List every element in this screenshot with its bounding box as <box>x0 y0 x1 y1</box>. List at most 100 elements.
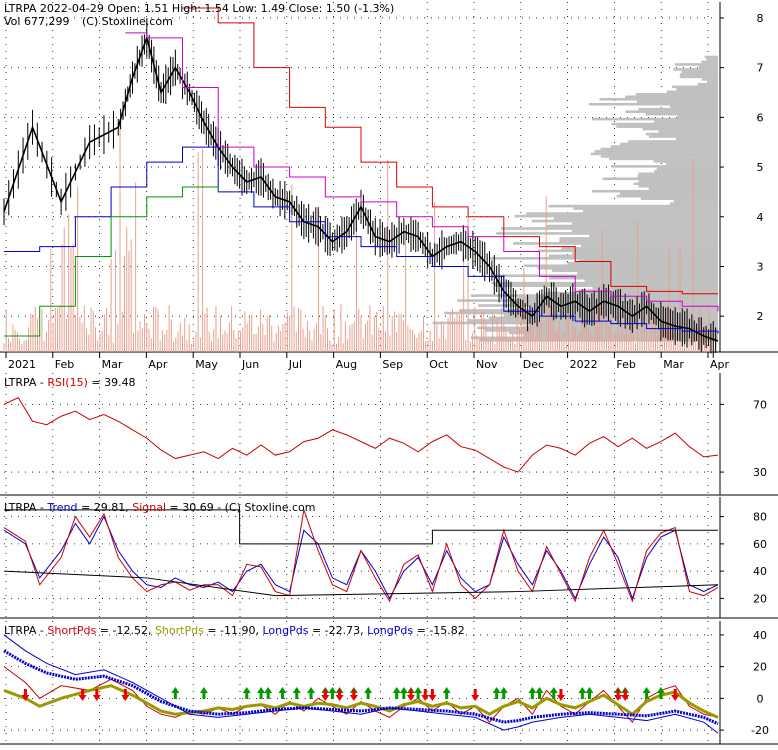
volume-profile-bar <box>648 135 718 138</box>
volume-profile-bar <box>588 102 718 106</box>
y-tick-pds: 0 <box>757 692 764 705</box>
volume-profile-bar <box>537 266 718 270</box>
x-tick-label: Oct <box>429 358 449 371</box>
volume-profile-bar <box>674 63 718 66</box>
volume-profile-bar <box>610 145 718 148</box>
volume-profile-bar <box>548 254 718 258</box>
volume-profile-bar <box>572 252 718 255</box>
volume-profile-bar <box>457 299 718 302</box>
volume-profile-bar <box>526 212 718 215</box>
buy-arrow-icon <box>328 687 337 699</box>
volume-profile-bar <box>638 172 718 176</box>
volume-profile-bar <box>672 85 718 89</box>
sell-arrow-icon <box>428 689 437 701</box>
series-layer <box>3 7 719 734</box>
x-tick-label: Feb <box>55 358 74 371</box>
buy-arrow-icon <box>242 687 251 699</box>
buy-arrow-icon <box>585 687 594 699</box>
trend-line-1 <box>3 509 719 603</box>
price-header: LTRPA 2022-04-29 Open: 1.51 High: 1.54 L… <box>4 2 394 15</box>
price-series-ma_red <box>182 7 718 295</box>
buy-arrow-icon <box>292 687 301 699</box>
volume-profile-bar <box>484 329 718 332</box>
price-series-ma_magenta <box>125 32 719 312</box>
volume-profile-bar <box>546 224 718 228</box>
volume-label: Vol 677,299 <box>4 15 69 28</box>
pds-line-0 <box>3 666 719 723</box>
volume-profile-bar <box>508 331 718 335</box>
volume-profile-bar <box>559 239 718 243</box>
y-tick-rsi: 70 <box>753 398 767 411</box>
sell-arrow-icon <box>121 689 130 701</box>
copyright-label: (C) Stoxline.com <box>82 15 173 28</box>
volume-profile-bar <box>602 177 718 181</box>
volume-profile-bar <box>628 140 718 143</box>
rsi-label: RSI(15) <box>47 376 87 389</box>
volume-profile-bar <box>701 60 718 64</box>
sell-arrow-icon <box>471 689 480 701</box>
x-tick-label: Jun <box>241 358 259 371</box>
volume-profile-bar <box>616 194 718 198</box>
volume-profile-bar <box>636 100 718 104</box>
sell-arrow-icon <box>78 689 87 701</box>
volume-profile-bar <box>633 182 718 186</box>
y-tick-price: 6 <box>757 111 764 124</box>
volume-profile-bar <box>616 125 718 128</box>
buy-arrow-icon <box>414 687 423 699</box>
x-tick-label: Nov <box>476 358 498 371</box>
buy-arrow-icon <box>399 687 408 699</box>
volume-profile-bar <box>669 105 718 109</box>
buy-arrow-icon <box>535 687 544 699</box>
volume-profile-bar <box>470 336 718 340</box>
sell-arrow-icon <box>406 689 415 701</box>
arrow-layer <box>21 687 680 701</box>
volume-profile-bar <box>531 219 718 223</box>
volume-profile-bar <box>625 110 718 113</box>
volume-profile-bar <box>509 301 718 305</box>
volume-profile-bar <box>589 234 718 238</box>
buy-arrow-icon <box>364 687 373 699</box>
x-tick-label: Aug <box>336 358 357 371</box>
y-tick-trend: 40 <box>753 565 767 578</box>
buy-arrow-icon <box>642 687 651 699</box>
volume-profile-bar <box>648 187 718 191</box>
axis-layer: 2 3 4 5 6 7 8 30 70 20 40 60 80 -20 0 20 40 2021 Feb Mar Apr… <box>5 12 769 737</box>
volume-profile-bar <box>528 324 718 327</box>
volume-profile-bar <box>579 259 718 263</box>
sell-arrow-icon <box>621 689 630 701</box>
volume-profile-bar <box>625 95 718 99</box>
volume-profile-bar <box>491 281 718 285</box>
volume-profile-bar <box>681 70 718 74</box>
sell-arrow-icon <box>21 689 30 701</box>
volume-profile-bar <box>479 339 718 342</box>
y-tick-price: 3 <box>757 260 764 273</box>
volume-profile-bar <box>658 130 718 133</box>
volume-profile-bar <box>599 97 718 101</box>
volume-profile-bar <box>653 160 718 163</box>
volume-profile-bar <box>677 115 718 118</box>
y-tick-price: 4 <box>757 211 764 224</box>
buy-arrow-icon <box>307 687 316 699</box>
volume-profile-bar <box>567 261 718 265</box>
volume-profile-bar <box>653 120 718 123</box>
volume-profile-bar <box>573 207 718 210</box>
volume-profile-bar <box>611 122 718 126</box>
volume-profile-bar <box>675 137 718 141</box>
volume-profile-bar <box>467 319 718 322</box>
volume-profile-bar <box>577 271 718 275</box>
volume-profile-bar <box>594 150 718 153</box>
volume-profile-bar <box>707 80 718 84</box>
volume-profile-bar <box>571 229 718 233</box>
long-pds-label-1: LongPds <box>263 624 309 637</box>
pds-header: LTRPA - ShortPds = -12.52, ShortPds = -1… <box>4 624 465 637</box>
volume-profile-bar <box>619 192 718 195</box>
volume-profile-bar <box>444 311 718 315</box>
volume-profile-bar <box>611 165 718 168</box>
buy-arrow-icon <box>171 687 180 699</box>
volume-profile-bar <box>489 257 718 260</box>
volume-profile-bar <box>673 199 718 203</box>
buy-arrow-icon <box>528 687 537 699</box>
volume-profile-bar <box>638 179 718 183</box>
volume-profile-bar <box>640 197 718 200</box>
